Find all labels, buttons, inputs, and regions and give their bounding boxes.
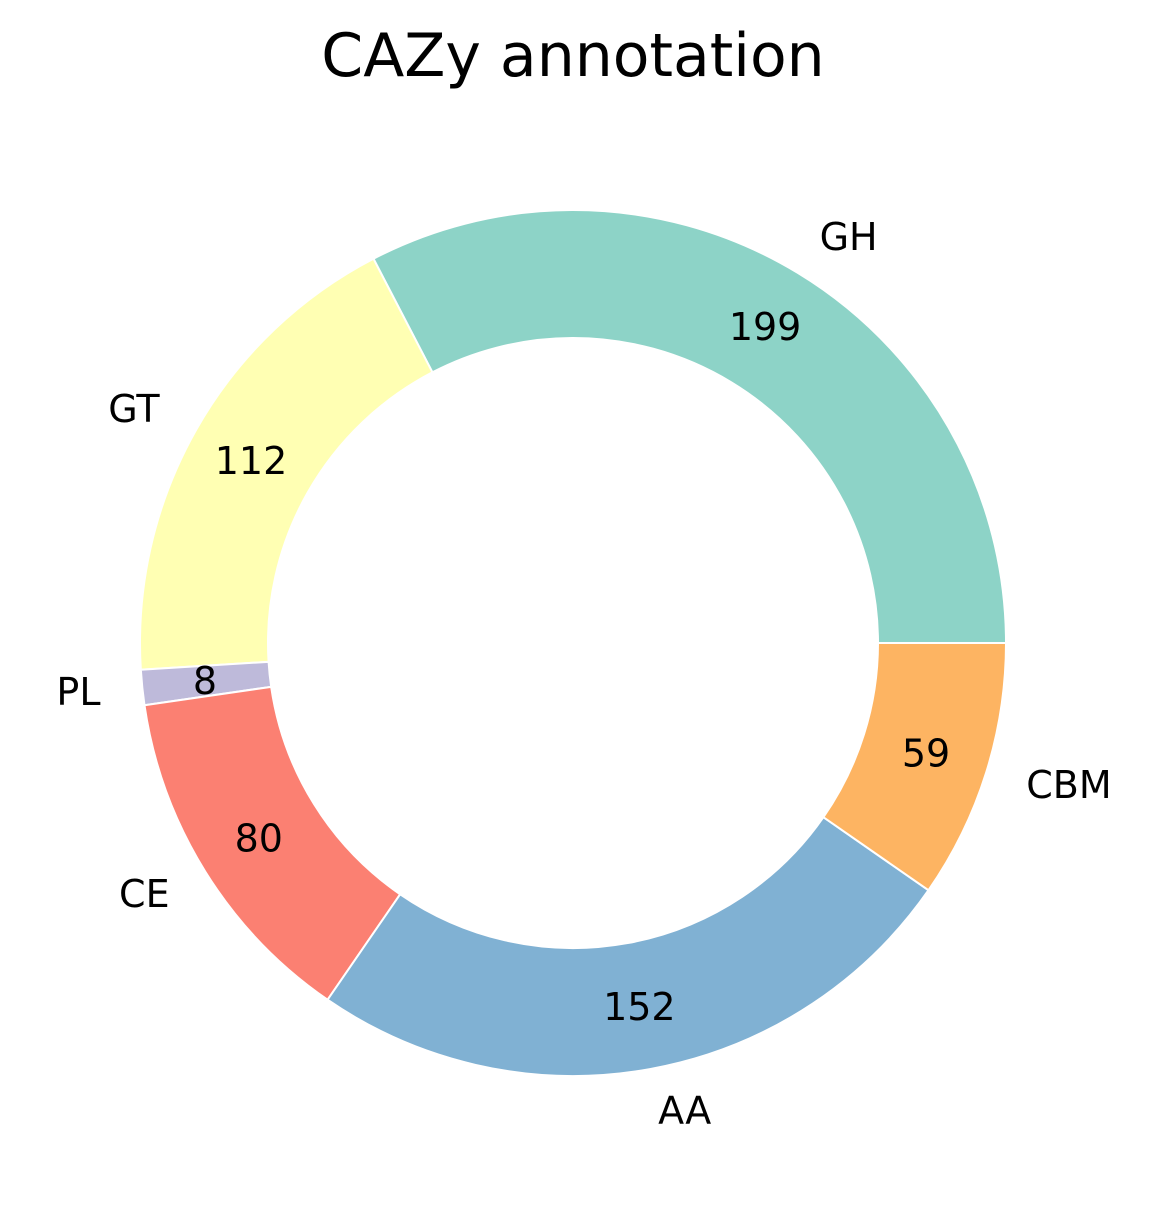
slice-aa <box>326 815 930 1077</box>
category-labels: GH GT PL CE AA CBM <box>56 215 1111 1132</box>
chart-title: CAZy annotation <box>321 21 824 91</box>
category-label-gh: GH <box>820 215 878 259</box>
value-label-ce: 80 <box>235 816 283 860</box>
value-labels: 199 112 8 80 152 59 <box>193 305 950 1029</box>
value-label-aa: 152 <box>603 985 676 1029</box>
value-label-cbm: 59 <box>902 732 950 776</box>
category-label-aa: AA <box>658 1088 711 1132</box>
category-label-gt: GT <box>108 387 160 431</box>
slice-cbm <box>821 642 1008 892</box>
category-label-cbm: CBM <box>1026 763 1111 807</box>
value-label-pl: 8 <box>193 659 217 703</box>
donut-slices <box>139 209 1008 1077</box>
category-label-pl: PL <box>56 670 100 714</box>
value-label-gh: 199 <box>729 305 802 349</box>
category-label-ce: CE <box>119 872 170 916</box>
slice-gh <box>372 209 1008 644</box>
value-label-gt: 112 <box>215 439 288 483</box>
